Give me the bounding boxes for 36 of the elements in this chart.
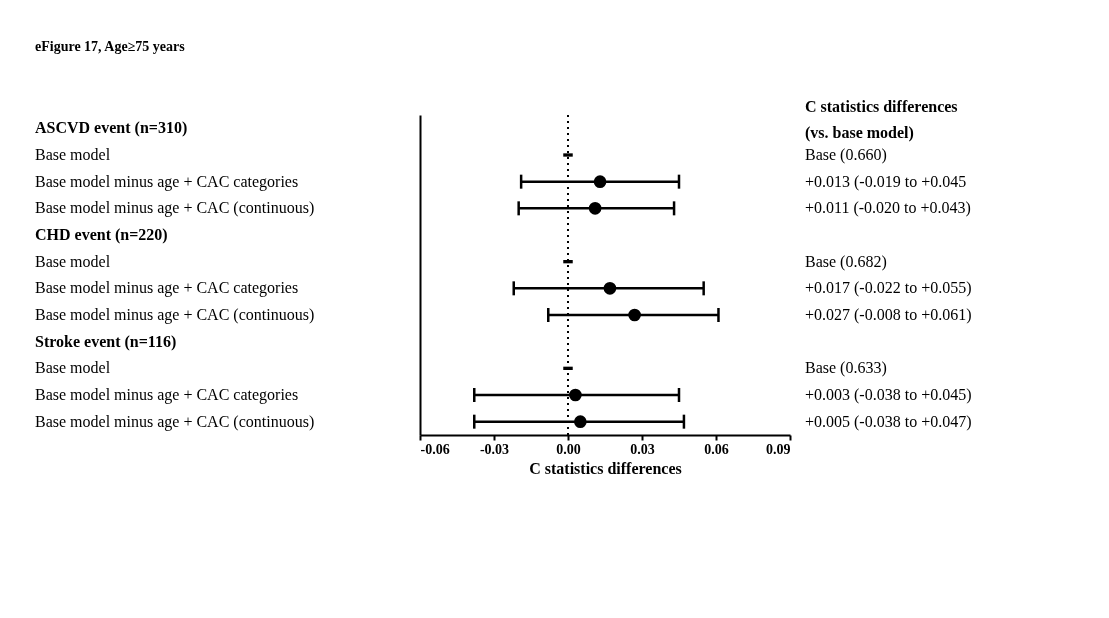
text: +0.011 (-0.020 to +0.043) — [805, 199, 971, 218]
x-tick-label: 0.09 — [766, 441, 791, 457]
text: +0.003 (-0.038 to +0.045) — [805, 386, 972, 404]
y-tick-label: Base model minus age + CAC (continuous) — [35, 199, 315, 218]
y-tick-label: Base model minus age + CAC categories — [35, 172, 299, 191]
x-tick-label: 0.06 — [704, 441, 729, 457]
text: eFigure 17, Age≥75 years — [35, 39, 186, 54]
point — [588, 202, 602, 215]
x-axis-title: C statistics differences — [529, 459, 682, 477]
x-tick-label: 0.03 — [630, 441, 655, 457]
text: Base (0.682) — [805, 252, 887, 271]
point — [574, 415, 587, 428]
text: +0.013 (-0.019 to +0.045 — [805, 172, 967, 191]
y-tick-label: Base model minus age + CAC categories — [35, 386, 299, 404]
x-tick-label: -0.06 — [420, 441, 450, 457]
text: +0.017 (-0.022 to +0.055) — [805, 279, 972, 298]
point — [628, 308, 641, 322]
x-tick-label: -0.03 — [479, 441, 510, 457]
y-tick-label: ASCVD event (n=310) — [35, 119, 188, 138]
y-tick-label: Base model minus age + CAC categories — [35, 279, 299, 298]
point — [569, 388, 582, 402]
y-tick-label: Base model minus age + CAC (continuous) — [35, 306, 315, 324]
point — [603, 282, 617, 295]
text: Base (0.660) — [805, 146, 887, 164]
x-tick-label: 0.00 — [556, 441, 581, 457]
y-tick-label: Base model — [35, 359, 111, 377]
y-tick-label: Base model — [35, 252, 111, 270]
y-tick-label: Base model minus age + CAC (continuous) — [35, 412, 315, 431]
text: Base (0.633) — [805, 359, 887, 378]
text: +0.005 (-0.038 to +0.047) — [805, 412, 972, 431]
text: C statistics differences (vs. base model) — [805, 98, 958, 142]
y-tick-label: Stroke event (n=116) — [35, 332, 177, 351]
y-tick-label: CHD event (n=220) — [35, 226, 168, 244]
point — [593, 175, 607, 188]
y-tick-label: Base model — [35, 146, 111, 163]
text: +0.027 (-0.008 to +0.061) — [805, 306, 972, 324]
